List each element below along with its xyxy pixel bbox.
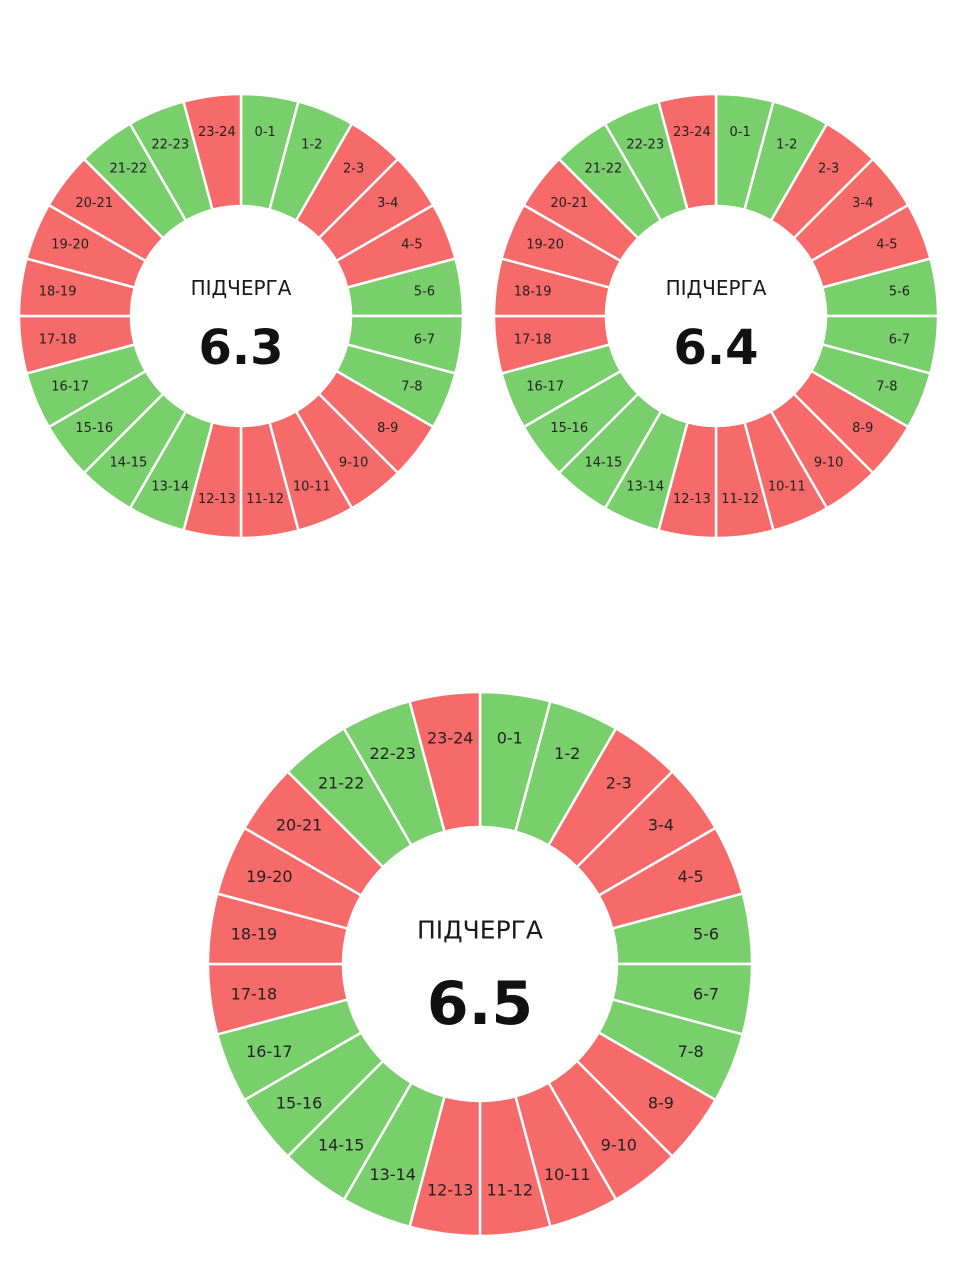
hour-label-18-19: 18-19 (39, 284, 77, 299)
hour-label-15-16: 15-16 (75, 421, 113, 436)
hour-label-3-4: 3-4 (377, 196, 398, 211)
hour-label-20-21: 20-21 (75, 196, 113, 211)
hour-label-21-22: 21-22 (109, 162, 147, 177)
hour-segment-23-24 (182, 92, 243, 212)
hour-label-4-5: 4-5 (678, 867, 704, 886)
hour-label-3-4: 3-4 (648, 816, 674, 835)
center-title: ПІДЧЕРГА (417, 916, 543, 945)
hour-label-19-20: 19-20 (51, 238, 89, 253)
hour-label-8-9: 8-9 (648, 1093, 674, 1112)
hour-label-4-5: 4-5 (876, 238, 897, 253)
center-value: 6.3 (198, 320, 283, 376)
hour-label-2-3: 2-3 (818, 162, 839, 177)
hour-label-18-19: 18-19 (514, 284, 552, 299)
hour-label-0-1: 0-1 (497, 728, 523, 747)
hour-label-0-1: 0-1 (730, 125, 751, 140)
hour-label-13-14: 13-14 (151, 479, 189, 494)
hour-label-17-18: 17-18 (39, 333, 77, 348)
center-value: 6.5 (427, 969, 533, 1039)
hour-label-5-6: 5-6 (889, 284, 910, 299)
hour-label-16-17: 16-17 (246, 1042, 293, 1061)
hour-label-1-2: 1-2 (776, 138, 797, 153)
hour-label-10-11: 10-11 (293, 479, 331, 494)
hour-label-12-13: 12-13 (427, 1181, 474, 1200)
hour-label-7-8: 7-8 (678, 1042, 704, 1061)
hour-label-21-22: 21-22 (584, 162, 622, 177)
center-value: 6.4 (673, 320, 758, 376)
center-title: ПІДЧЕРГА (191, 276, 292, 300)
hour-label-2-3: 2-3 (606, 774, 632, 793)
hour-label-3-4: 3-4 (852, 196, 873, 211)
hour-label-14-15: 14-15 (318, 1135, 365, 1154)
hour-label-23-24: 23-24 (198, 125, 236, 140)
hour-label-22-23: 22-23 (369, 744, 416, 763)
hour-label-21-22: 21-22 (318, 774, 365, 793)
hour-label-6-7: 6-7 (414, 333, 435, 348)
donut-chart-6-4: 0-1 1-2 2-3 3-4 4-5 5-6 6-7 7-8 8-9 9-10 10-11 11-1… (492, 92, 940, 540)
hour-label-15-16: 15-16 (276, 1093, 323, 1112)
donut-chart-6-5: 0-1 1-2 2-3 3-4 4-5 5-6 6-7 7-8 8-9 9-10 10-11 11-1… (206, 690, 754, 1238)
hour-segment-23-24 (657, 92, 718, 212)
hour-label-8-9: 8-9 (377, 421, 398, 436)
hour-label-10-11: 10-11 (544, 1165, 591, 1184)
hour-segment-23-24 (408, 690, 482, 834)
hour-label-19-20: 19-20 (526, 238, 564, 253)
hour-label-20-21: 20-21 (276, 816, 323, 835)
hour-label-12-13: 12-13 (198, 492, 236, 507)
hour-label-6-7: 6-7 (693, 984, 719, 1003)
hour-label-13-14: 13-14 (626, 479, 664, 494)
center-title: ПІДЧЕРГА (666, 276, 767, 300)
hour-label-11-12: 11-12 (246, 492, 284, 507)
hour-label-5-6: 5-6 (693, 925, 719, 944)
hour-label-0-1: 0-1 (255, 125, 276, 140)
hour-label-15-16: 15-16 (550, 421, 588, 436)
hour-label-6-7: 6-7 (889, 333, 910, 348)
hour-label-4-5: 4-5 (401, 238, 422, 253)
hour-label-18-19: 18-19 (231, 925, 278, 944)
hour-label-19-20: 19-20 (246, 867, 293, 886)
hour-label-11-12: 11-12 (487, 1181, 534, 1200)
hour-label-23-24: 23-24 (673, 125, 711, 140)
hour-label-11-12: 11-12 (721, 492, 759, 507)
donut-chart-6-3: 0-1 1-2 2-3 3-4 4-5 5-6 6-7 7-8 8-9 9-10 10-11 11-1… (17, 92, 465, 540)
hour-label-9-10: 9-10 (339, 455, 369, 470)
hour-label-14-15: 14-15 (584, 455, 622, 470)
hour-label-1-2: 1-2 (301, 138, 322, 153)
hour-label-22-23: 22-23 (151, 138, 189, 153)
hour-label-10-11: 10-11 (768, 479, 806, 494)
hour-label-9-10: 9-10 (814, 455, 844, 470)
hour-label-13-14: 13-14 (369, 1165, 416, 1184)
hour-label-2-3: 2-3 (343, 162, 364, 177)
hour-label-16-17: 16-17 (51, 379, 89, 394)
hour-label-1-2: 1-2 (554, 744, 580, 763)
hour-label-17-18: 17-18 (231, 984, 278, 1003)
hour-label-7-8: 7-8 (401, 379, 422, 394)
hour-label-17-18: 17-18 (514, 333, 552, 348)
hour-label-5-6: 5-6 (414, 284, 435, 299)
hour-label-8-9: 8-9 (852, 421, 873, 436)
hour-label-16-17: 16-17 (526, 379, 564, 394)
hour-label-22-23: 22-23 (626, 138, 664, 153)
hour-label-23-24: 23-24 (427, 728, 474, 747)
hour-label-12-13: 12-13 (673, 492, 711, 507)
hour-label-14-15: 14-15 (109, 455, 147, 470)
hour-label-20-21: 20-21 (550, 196, 588, 211)
hour-label-7-8: 7-8 (876, 379, 897, 394)
hour-label-9-10: 9-10 (601, 1135, 637, 1154)
